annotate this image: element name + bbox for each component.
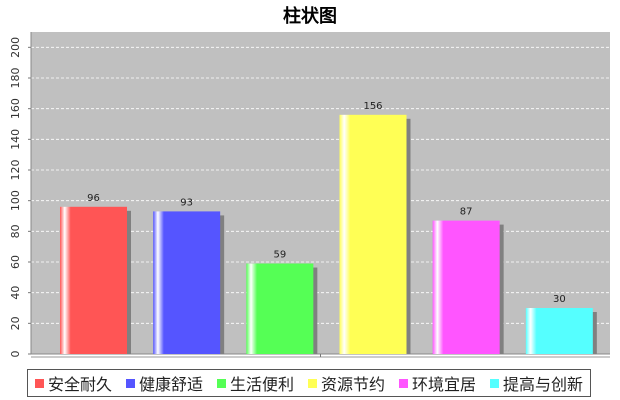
y-tick-label: 60 (9, 255, 22, 269)
y-tick-label: 40 (9, 286, 22, 300)
y-tick-label: 20 (9, 316, 22, 330)
bar-4 (339, 114, 407, 354)
bar-2 (153, 211, 221, 354)
legend-label: 生活便利 (229, 375, 294, 394)
chart-title: 柱状图 (283, 6, 337, 27)
legend-swatch (489, 378, 499, 388)
legend-label: 健康舒适 (138, 375, 203, 394)
legend-label: 安全耐久 (47, 375, 112, 394)
legend-item: 生活便利 (216, 371, 294, 395)
y-tick-label: 120 (9, 160, 22, 181)
y-tick-label: 140 (9, 129, 22, 150)
bar-value-label: 87 (460, 207, 473, 218)
legend-swatch (34, 378, 44, 388)
legend-item: 提高与创新 (489, 371, 583, 395)
legend-swatch (307, 378, 317, 388)
bar-value-label: 156 (363, 101, 382, 112)
chart-legend: 安全耐久 健康舒适 生活便利 资源节约 环境宜居 提高与创新 (27, 369, 591, 397)
y-tick-label: 180 (9, 68, 22, 89)
bar-1 (60, 206, 127, 354)
y-tick-label: 200 (9, 37, 22, 58)
bar-value-label: 93 (180, 197, 193, 208)
bar-3 (246, 263, 314, 354)
legend-item: 安全耐久 (34, 371, 112, 395)
legend-swatch (125, 378, 135, 388)
legend-item: 环境宜居 (398, 371, 476, 395)
bar-5 (432, 220, 500, 354)
y-tick-label: 80 (9, 224, 22, 238)
legend-label: 环境宜居 (411, 375, 476, 394)
bar-value-label: 30 (553, 294, 566, 305)
legend-item: 健康舒适 (125, 371, 203, 395)
y-tick-label: 100 (9, 190, 22, 211)
y-tick-label: 0 (9, 351, 22, 358)
legend-item: 资源节约 (307, 371, 385, 395)
bar-6 (525, 308, 593, 354)
legend-swatch (216, 378, 226, 388)
bar-value-label: 96 (87, 193, 100, 204)
bar-value-label: 59 (273, 250, 286, 261)
legend-label: 资源节约 (320, 375, 385, 394)
y-tick-label: 160 (9, 98, 22, 119)
legend-label: 提高与创新 (502, 375, 583, 394)
legend-swatch (398, 378, 408, 388)
